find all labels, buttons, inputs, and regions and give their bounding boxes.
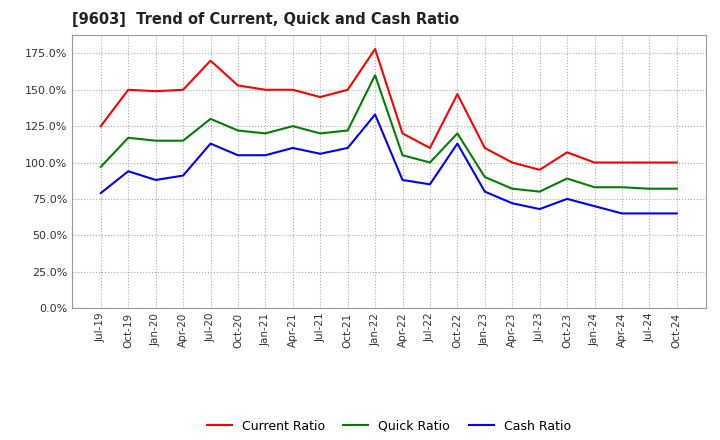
Current Ratio [206, 58, 215, 63]
Cash Ratio [233, 153, 242, 158]
Quick Ratio [206, 116, 215, 121]
Current Ratio [96, 124, 105, 129]
Cash Ratio [316, 151, 325, 156]
Quick Ratio [233, 128, 242, 133]
Current Ratio [645, 160, 654, 165]
Current Ratio [536, 167, 544, 172]
Quick Ratio [343, 128, 352, 133]
Quick Ratio [398, 153, 407, 158]
Quick Ratio [151, 138, 160, 143]
Cash Ratio [480, 189, 489, 194]
Quick Ratio [261, 131, 270, 136]
Current Ratio [590, 160, 599, 165]
Cash Ratio [672, 211, 681, 216]
Cash Ratio [398, 177, 407, 183]
Current Ratio [672, 160, 681, 165]
Cash Ratio [206, 141, 215, 146]
Quick Ratio [453, 131, 462, 136]
Line: Quick Ratio: Quick Ratio [101, 75, 677, 191]
Quick Ratio [124, 135, 132, 140]
Cash Ratio [289, 145, 297, 150]
Current Ratio [151, 88, 160, 94]
Cash Ratio [124, 169, 132, 174]
Text: [9603]  Trend of Current, Quick and Cash Ratio: [9603] Trend of Current, Quick and Cash … [72, 12, 459, 27]
Line: Current Ratio: Current Ratio [101, 49, 677, 170]
Current Ratio [343, 87, 352, 92]
Quick Ratio [426, 160, 434, 165]
Cash Ratio [426, 182, 434, 187]
Cash Ratio [151, 177, 160, 183]
Quick Ratio [618, 185, 626, 190]
Current Ratio [426, 145, 434, 150]
Cash Ratio [343, 145, 352, 150]
Cash Ratio [371, 112, 379, 117]
Current Ratio [371, 46, 379, 51]
Quick Ratio [96, 164, 105, 169]
Current Ratio [398, 131, 407, 136]
Quick Ratio [316, 131, 325, 136]
Quick Ratio [289, 124, 297, 129]
Cash Ratio [179, 173, 187, 178]
Quick Ratio [508, 186, 516, 191]
Current Ratio [480, 145, 489, 150]
Quick Ratio [536, 189, 544, 194]
Cash Ratio [563, 196, 572, 202]
Quick Ratio [371, 73, 379, 78]
Current Ratio [618, 160, 626, 165]
Cash Ratio [536, 206, 544, 212]
Cash Ratio [618, 211, 626, 216]
Quick Ratio [672, 186, 681, 191]
Cash Ratio [261, 153, 270, 158]
Quick Ratio [480, 174, 489, 180]
Cash Ratio [453, 141, 462, 146]
Cash Ratio [96, 191, 105, 196]
Cash Ratio [508, 201, 516, 206]
Cash Ratio [590, 204, 599, 209]
Current Ratio [508, 160, 516, 165]
Quick Ratio [179, 138, 187, 143]
Quick Ratio [590, 185, 599, 190]
Current Ratio [261, 87, 270, 92]
Cash Ratio [645, 211, 654, 216]
Current Ratio [316, 95, 325, 100]
Current Ratio [453, 92, 462, 97]
Line: Cash Ratio: Cash Ratio [101, 114, 677, 213]
Current Ratio [233, 83, 242, 88]
Legend: Current Ratio, Quick Ratio, Cash Ratio: Current Ratio, Quick Ratio, Cash Ratio [207, 420, 571, 433]
Current Ratio [179, 87, 187, 92]
Quick Ratio [645, 186, 654, 191]
Current Ratio [124, 87, 132, 92]
Current Ratio [563, 150, 572, 155]
Current Ratio [289, 87, 297, 92]
Quick Ratio [563, 176, 572, 181]
